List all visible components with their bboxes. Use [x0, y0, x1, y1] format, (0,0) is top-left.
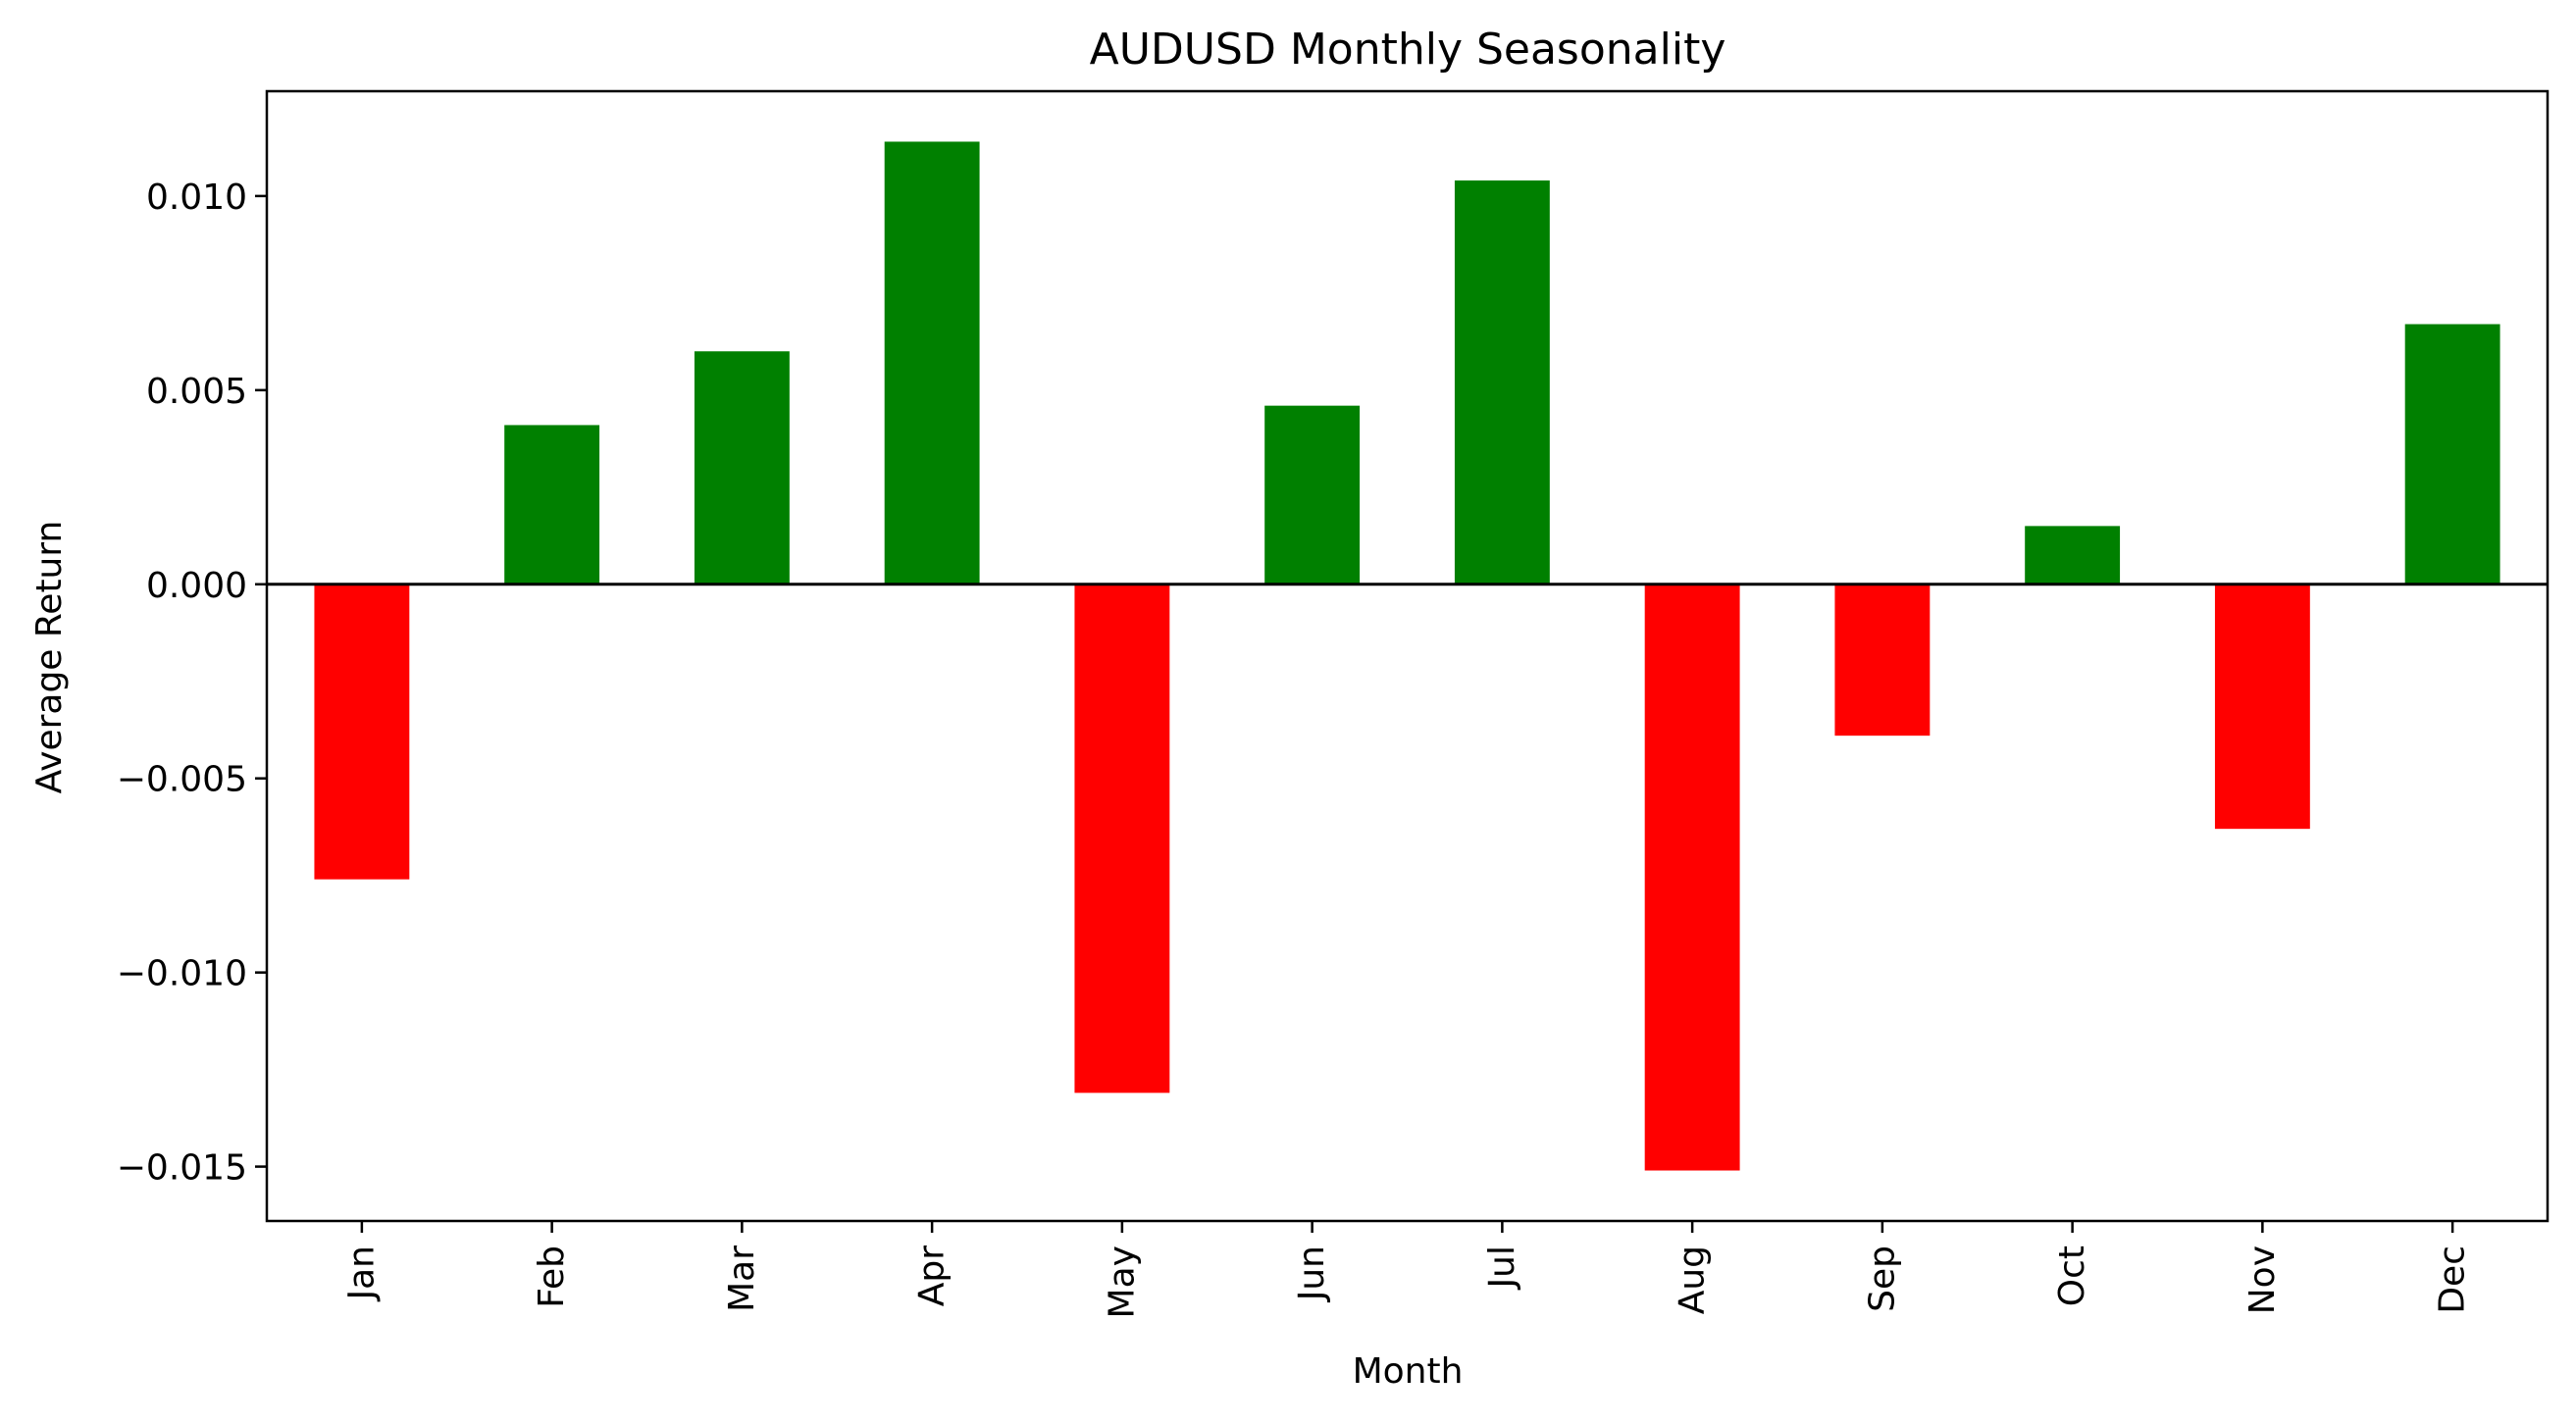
chart-title: AUDUSD Monthly Seasonality	[1090, 25, 1726, 75]
x-tick-label-mar: Mar	[722, 1245, 762, 1312]
x-tick-label-feb: Feb	[532, 1245, 572, 1308]
x-tick-label-nov: Nov	[2242, 1245, 2283, 1314]
bars-group	[314, 141, 2500, 1171]
x-tick-label-jun: Jun	[1292, 1245, 1332, 1302]
bar-jul	[1454, 180, 1550, 584]
y-tick-label: −0.010	[117, 954, 247, 994]
y-tick-label: −0.005	[117, 760, 247, 800]
bar-apr	[884, 141, 980, 584]
bar-feb	[504, 425, 600, 584]
bar-sep	[1834, 584, 1931, 737]
bar-may	[1074, 584, 1170, 1093]
x-tick-label-dec: Dec	[2433, 1245, 2473, 1314]
x-axis-title: Month	[1353, 1351, 1464, 1392]
bar-nov	[2214, 584, 2310, 830]
x-tick-label-jan: Jan	[341, 1245, 382, 1302]
x-tick-label-aug: Aug	[1673, 1245, 1713, 1314]
x-tick-label-jul: Jul	[1482, 1245, 1522, 1290]
bar-mar	[694, 351, 790, 584]
x-tick-label-sep: Sep	[1862, 1245, 1902, 1312]
y-axis: 0.010 0.005 0.000 −0.005 −0.010 −0.015	[117, 178, 267, 1189]
y-tick-label: −0.015	[117, 1148, 247, 1189]
bar-jun	[1264, 405, 1361, 584]
x-axis: Jan Feb Mar Apr May Jun Jul Aug Sep Oct Nov Dec	[341, 1221, 2473, 1318]
bar-dec	[2404, 324, 2500, 584]
y-tick-label: 0.010	[146, 178, 247, 218]
x-tick-label-apr: Apr	[912, 1245, 953, 1306]
plot-frame	[265, 89, 2550, 1223]
x-tick-label-may: May	[1102, 1245, 1142, 1318]
bar-oct	[2025, 526, 2121, 584]
y-axis-title: Average Return	[29, 521, 70, 794]
bar-aug	[1644, 584, 1740, 1171]
x-tick-label-oct: Oct	[2052, 1245, 2092, 1306]
y-tick-label: 0.005	[146, 372, 247, 412]
y-tick-label: 0.000	[146, 566, 247, 606]
bar-jan	[314, 584, 410, 880]
